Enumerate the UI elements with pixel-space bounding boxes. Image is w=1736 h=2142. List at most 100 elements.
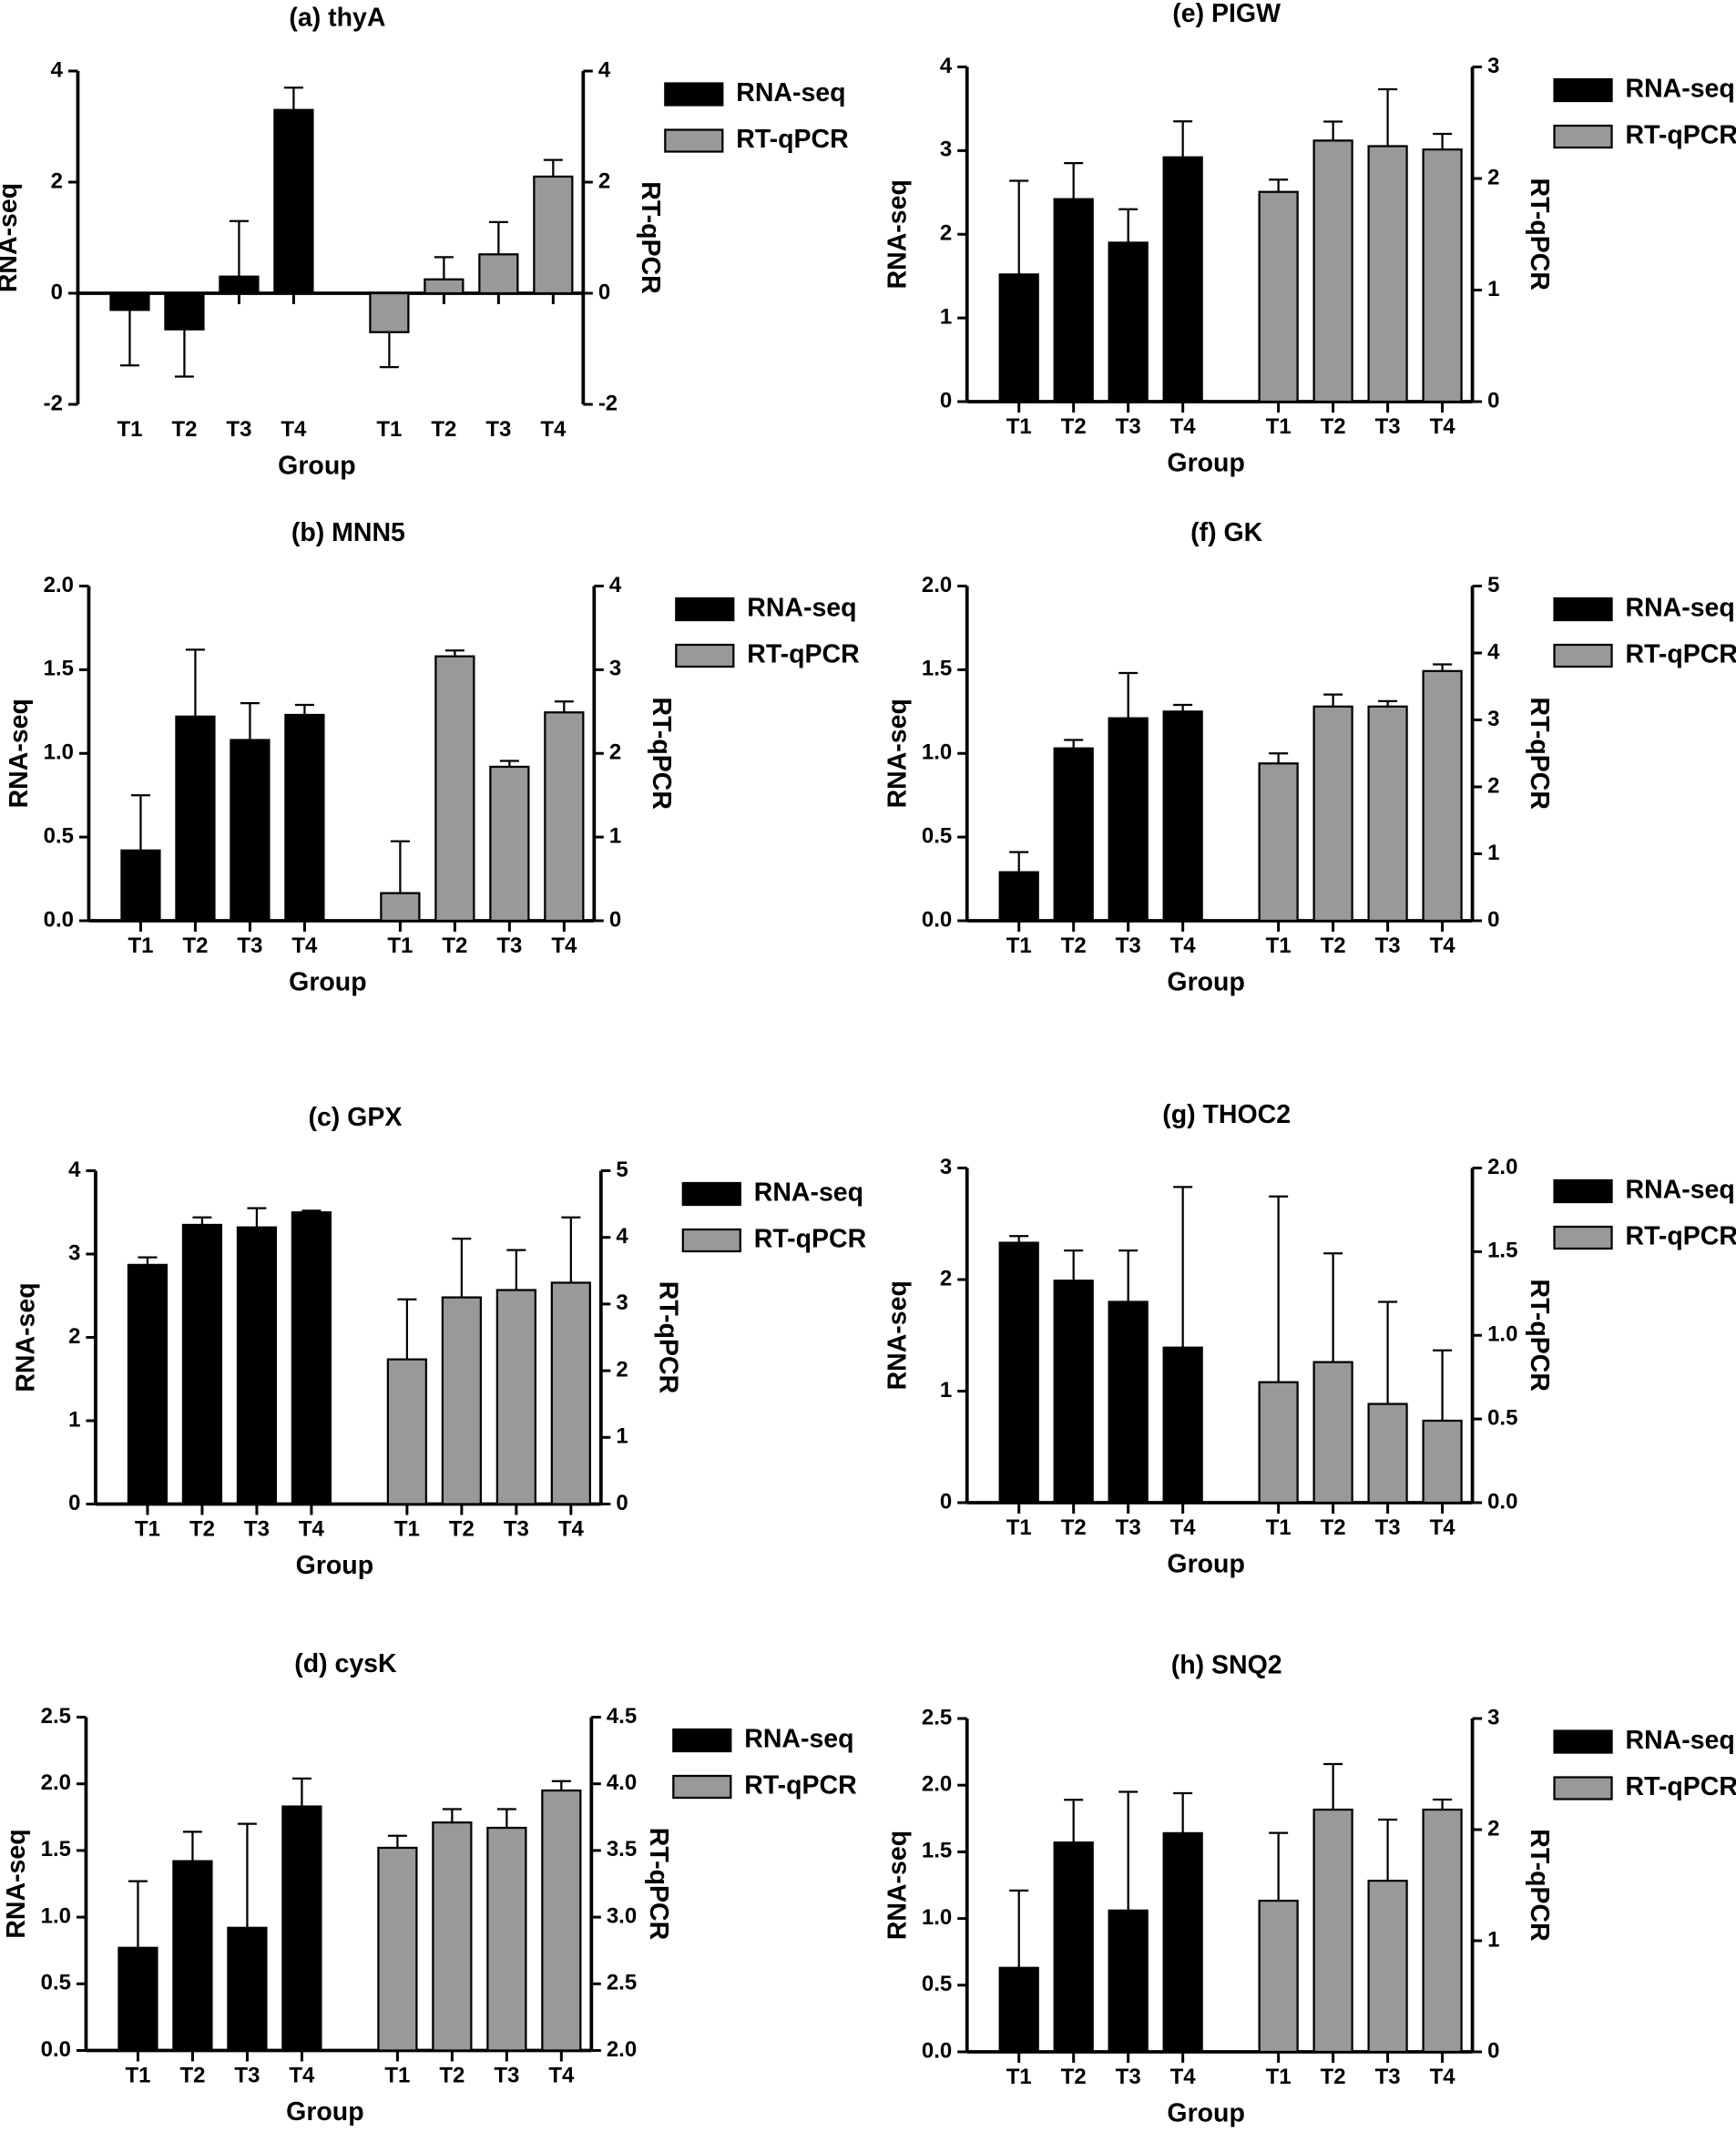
chart-title: (f) GK <box>1190 518 1263 547</box>
y-tick-label: 2.0 <box>922 573 952 597</box>
x-tick-label: T3 <box>1375 414 1401 439</box>
y2-tick-label: 4.0 <box>607 1770 637 1795</box>
y2-axis-label: RT-qPCR <box>1525 178 1554 291</box>
legend-label: RT-qPCR <box>736 125 848 154</box>
y-tick-label: 2.0 <box>922 1772 952 1797</box>
bar <box>998 273 1039 403</box>
x-tick-label: T3 <box>1116 933 1141 958</box>
bar <box>172 1860 213 2052</box>
bar <box>1162 1346 1203 1504</box>
y2-tick-label: 4.5 <box>607 1704 637 1729</box>
legend-label: RNA-seq <box>744 1725 853 1754</box>
bar <box>1258 1381 1299 1504</box>
y2-tick-label: 0 <box>616 1491 628 1515</box>
x-tick-label: T4 <box>1430 1515 1456 1540</box>
legend-swatch <box>672 1774 732 1800</box>
bar <box>1162 156 1203 403</box>
x-tick-label: T1 <box>1266 2065 1292 2089</box>
y2-tick-label: 3 <box>609 657 621 681</box>
y-tick-label: 2 <box>940 221 952 246</box>
x-tick-label: T4 <box>1170 414 1197 439</box>
legend-swatch <box>681 1181 741 1207</box>
y-tick-label: 1.0 <box>922 1905 952 1930</box>
y2-tick-label: 2 <box>609 740 621 765</box>
x-tick-label: T3 <box>504 1516 529 1541</box>
x-tick-label: T4 <box>540 417 567 442</box>
y2-tick-label: 4 <box>598 57 611 82</box>
x-tick-label: T4 <box>548 2063 575 2087</box>
y-tick-label: 0.5 <box>922 1972 952 1996</box>
y2-tick-label: 1.5 <box>1487 1239 1517 1263</box>
x-axis-label: Group <box>289 968 366 997</box>
bar <box>489 765 530 923</box>
x-tick-label: T1 <box>387 933 413 958</box>
x-tick-label: T4 <box>299 1516 325 1541</box>
bar <box>1108 241 1149 403</box>
bar <box>434 655 475 923</box>
legend-label: RNA-seq <box>1626 1726 1735 1755</box>
y2-tick-label: 0 <box>598 280 610 304</box>
bar <box>478 253 519 295</box>
y2-tick-label: 2.0 <box>607 2037 637 2062</box>
legend-swatch <box>664 82 724 107</box>
x-tick-label: T2 <box>1321 2065 1346 2089</box>
x-tick-label: T2 <box>171 417 197 442</box>
y-tick-label: 1.5 <box>922 657 952 681</box>
y-tick-label: 2.0 <box>41 1770 71 1795</box>
bar <box>380 892 421 923</box>
y2-tick-label: 1 <box>1487 277 1499 301</box>
x-tick-label: T2 <box>431 417 456 442</box>
bar <box>495 1289 536 1505</box>
y2-tick-label: 2 <box>616 1357 628 1382</box>
bar <box>1422 1808 1463 2054</box>
bar <box>175 715 216 923</box>
bar <box>230 739 271 923</box>
y-tick-label: 0 <box>940 388 952 413</box>
y-axis-label: RNA-seq <box>883 179 912 289</box>
x-tick-label: T3 <box>1375 2065 1401 2089</box>
y-axis-label: RNA-seq <box>2 1829 31 1938</box>
y2-tick-label: 2.0 <box>1487 1155 1517 1179</box>
bar <box>998 871 1039 923</box>
y2-tick-label: 2 <box>1487 165 1499 189</box>
bar <box>550 1281 591 1505</box>
x-tick-label: T2 <box>449 1516 475 1541</box>
bar <box>1422 1419 1463 1504</box>
x-tick-label: T3 <box>485 417 511 442</box>
x-tick-label: T3 <box>237 933 262 958</box>
y2-tick-label: 0.5 <box>1487 1405 1517 1430</box>
y-tick-label: 2.5 <box>922 1705 952 1729</box>
bar <box>1162 1831 1203 2054</box>
x-tick-label: T2 <box>1061 2065 1087 2089</box>
legend-swatch <box>664 128 724 153</box>
legend-label: RNA-seq <box>1626 75 1735 104</box>
bar <box>1367 1402 1408 1504</box>
x-tick-label: T1 <box>394 1516 420 1541</box>
y-tick-label: 2.0 <box>44 573 74 597</box>
x-tick-label: T3 <box>226 417 251 442</box>
bar <box>1312 705 1353 923</box>
x-tick-label: T4 <box>291 933 318 958</box>
y-tick-label: 1.5 <box>44 657 74 681</box>
y-tick-label: 4 <box>68 1158 81 1182</box>
x-tick-label: T2 <box>189 1516 215 1541</box>
y2-tick-label: 1 <box>1487 1927 1499 1952</box>
y2-tick-label: 4 <box>609 573 622 597</box>
y2-tick-label: 4 <box>616 1224 628 1249</box>
x-tick-label: T4 <box>558 1516 585 1541</box>
y2-tick-label: 3.5 <box>607 1837 637 1862</box>
x-tick-label: T2 <box>1061 1515 1087 1540</box>
bar <box>127 1263 168 1505</box>
legend-swatch <box>1553 124 1613 149</box>
legend-label: RNA-seq <box>754 1178 863 1208</box>
bar <box>541 1789 582 2052</box>
y-tick-label: 0 <box>51 280 63 304</box>
bar <box>377 1846 418 2052</box>
y-tick-label: 1.0 <box>922 740 952 765</box>
y2-axis-label: RT-qPCR <box>653 1281 682 1393</box>
y2-tick-label: 1 <box>1487 841 1499 865</box>
legend-label: RT-qPCR <box>754 1225 866 1254</box>
x-axis-label: Group <box>286 2097 363 2127</box>
bar <box>120 849 161 923</box>
x-tick-label: T3 <box>496 933 522 958</box>
